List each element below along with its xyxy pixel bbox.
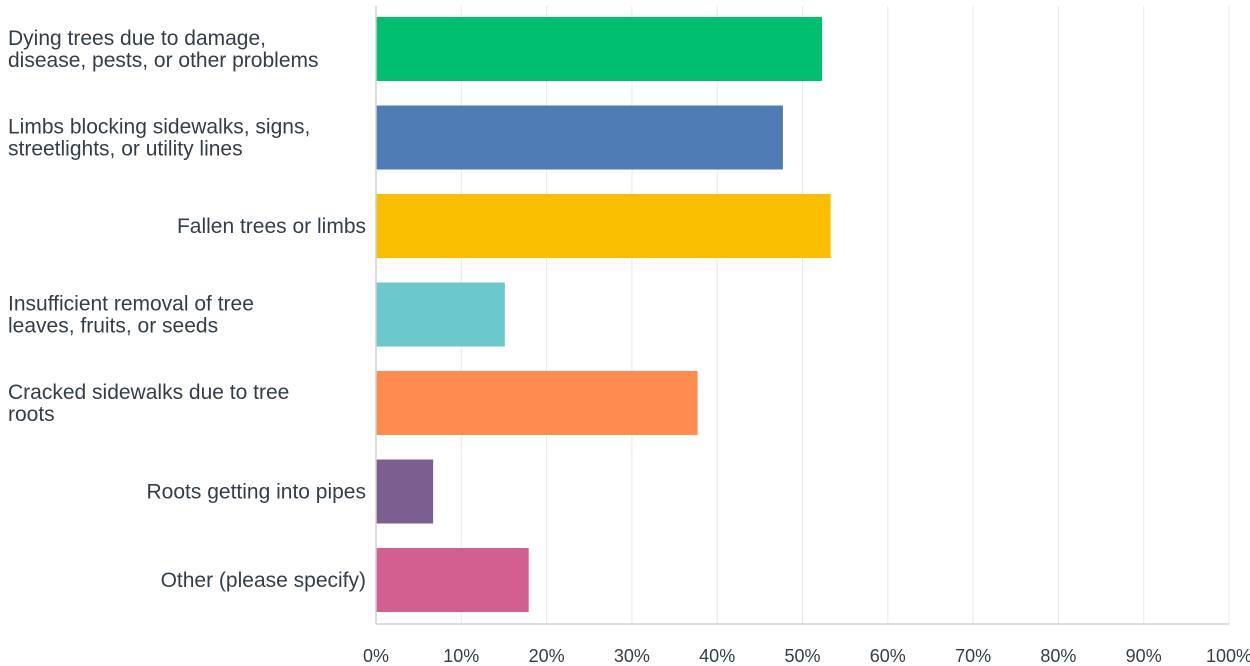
category-label: Cracked sidewalks due to tree roots	[8, 381, 289, 426]
bar	[376, 17, 823, 81]
bar	[376, 105, 783, 170]
x-tick-label: 50%	[784, 646, 820, 666]
x-tick-label: 10%	[443, 646, 479, 666]
bar	[376, 371, 698, 435]
category-labels: Dying trees due to damage, disease, pests…	[8, 27, 366, 592]
x-tick-labels: 0% 10% 20% 30% 40% 50% 60% 70% 80% 90% 100%	[363, 646, 1250, 666]
category-label: Insufficient removal of tree leaves, frui…	[8, 293, 254, 338]
x-tick-label: 0%	[363, 646, 389, 666]
x-tick-label: 60%	[870, 646, 906, 666]
category-label: Fallen trees or limbs	[177, 215, 366, 238]
bars	[376, 17, 831, 612]
category-label: Roots getting into pipes	[147, 481, 366, 504]
x-tick-label: 40%	[699, 646, 735, 666]
x-tick-label: 70%	[955, 646, 991, 666]
x-tick-label: 20%	[529, 646, 565, 666]
x-tick-label: 80%	[1040, 646, 1076, 666]
category-label: Limbs blocking sidewalks, signs, streetli…	[8, 116, 310, 161]
category-label: Other (please specify)	[161, 569, 366, 592]
bar	[376, 548, 529, 612]
x-tick-label: 30%	[614, 646, 650, 666]
axes	[375, 6, 1229, 625]
gridlines	[460, 6, 1230, 624]
x-tick-label: 90%	[1126, 646, 1162, 666]
bar	[376, 459, 434, 524]
bar	[376, 282, 505, 347]
category-label: Dying trees due to damage, disease, pests…	[8, 27, 319, 72]
x-tick-label: 100%	[1206, 646, 1250, 666]
bar	[376, 194, 831, 258]
